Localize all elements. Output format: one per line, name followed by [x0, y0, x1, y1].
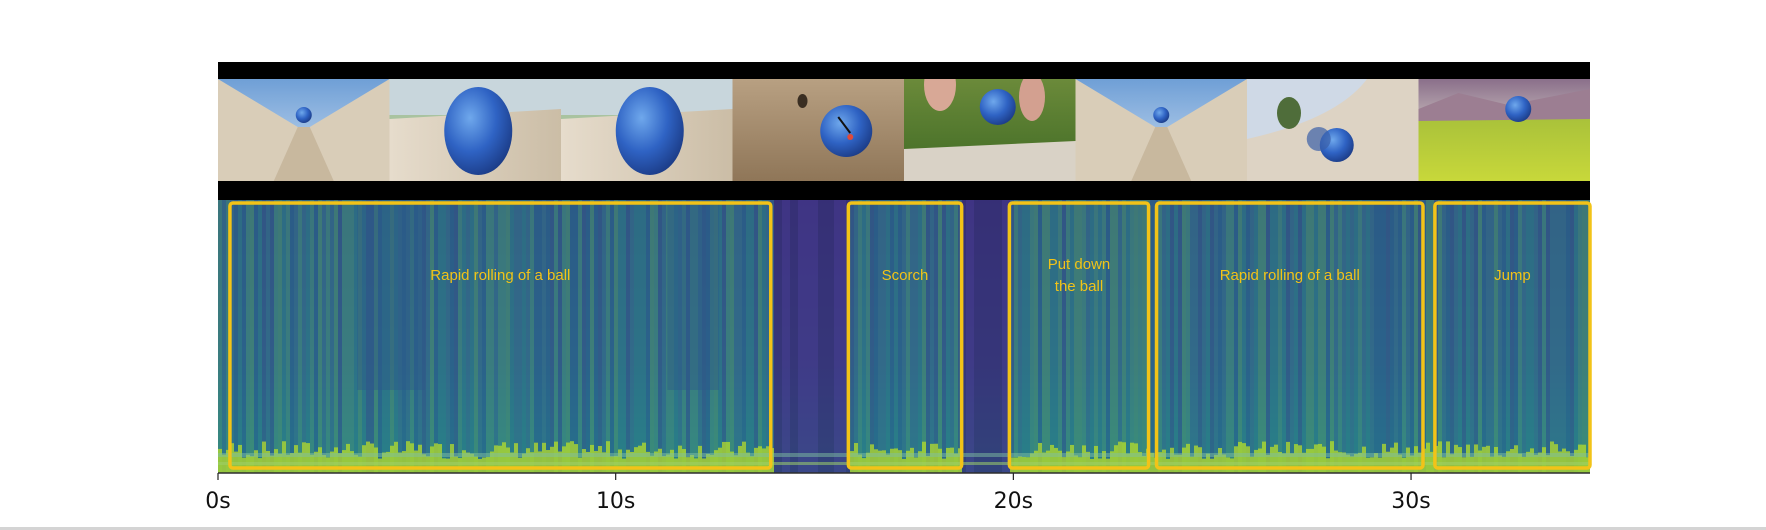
- sound-event-segment: Scorch: [846, 201, 964, 470]
- segment-label: Put down: [1048, 256, 1111, 273]
- sound-event-segment: Rapid rolling of a ball: [1154, 201, 1425, 470]
- axis-tick-label: 30s: [1391, 489, 1430, 514]
- video-frame: [561, 79, 733, 181]
- sound-event-segment: Rapid rolling of a ball: [228, 201, 773, 470]
- sound-event-segment: Put down the ball: [1007, 201, 1151, 470]
- video-frame: [1418, 79, 1590, 181]
- video-frame: [904, 79, 1076, 181]
- sound-event-segments: Rapid rolling of a ball Scorch Put down the…: [228, 201, 1592, 470]
- video-frame: [1075, 79, 1247, 181]
- segment-outline: [846, 201, 964, 470]
- film-strip-top-bar: [218, 62, 1590, 79]
- video-frame: [732, 79, 904, 181]
- audio-spectrogram: [218, 200, 1590, 474]
- video-frame: [1247, 79, 1419, 181]
- video-frame-strip: [218, 62, 1590, 200]
- segment-label: Jump: [1494, 267, 1531, 284]
- video-frame: [218, 79, 390, 181]
- segment-label: the ball: [1055, 278, 1103, 295]
- axis-tick-label: 0s: [205, 489, 230, 514]
- segment-label: Scorch: [882, 267, 929, 284]
- sound-event-segment: Jump: [1433, 201, 1592, 470]
- segment-outline: [1433, 201, 1592, 470]
- film-strip-bottom-bar: [218, 181, 1590, 200]
- segment-outline: [1154, 201, 1425, 470]
- axis-tick-label: 20s: [994, 489, 1033, 514]
- segment-label: Rapid rolling of a ball: [430, 267, 570, 284]
- segment-outline: [228, 201, 773, 470]
- video-frame: [389, 79, 561, 181]
- axis-tick-label: 10s: [596, 489, 635, 514]
- segment-outline: [1007, 201, 1151, 470]
- segment-label: Rapid rolling of a ball: [1220, 267, 1360, 284]
- time-axis: 0s 10s 20s 30s: [205, 473, 1431, 514]
- bottom-divider: [0, 527, 1766, 530]
